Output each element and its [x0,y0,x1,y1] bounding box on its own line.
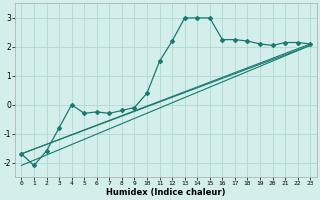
X-axis label: Humidex (Indice chaleur): Humidex (Indice chaleur) [106,188,226,197]
